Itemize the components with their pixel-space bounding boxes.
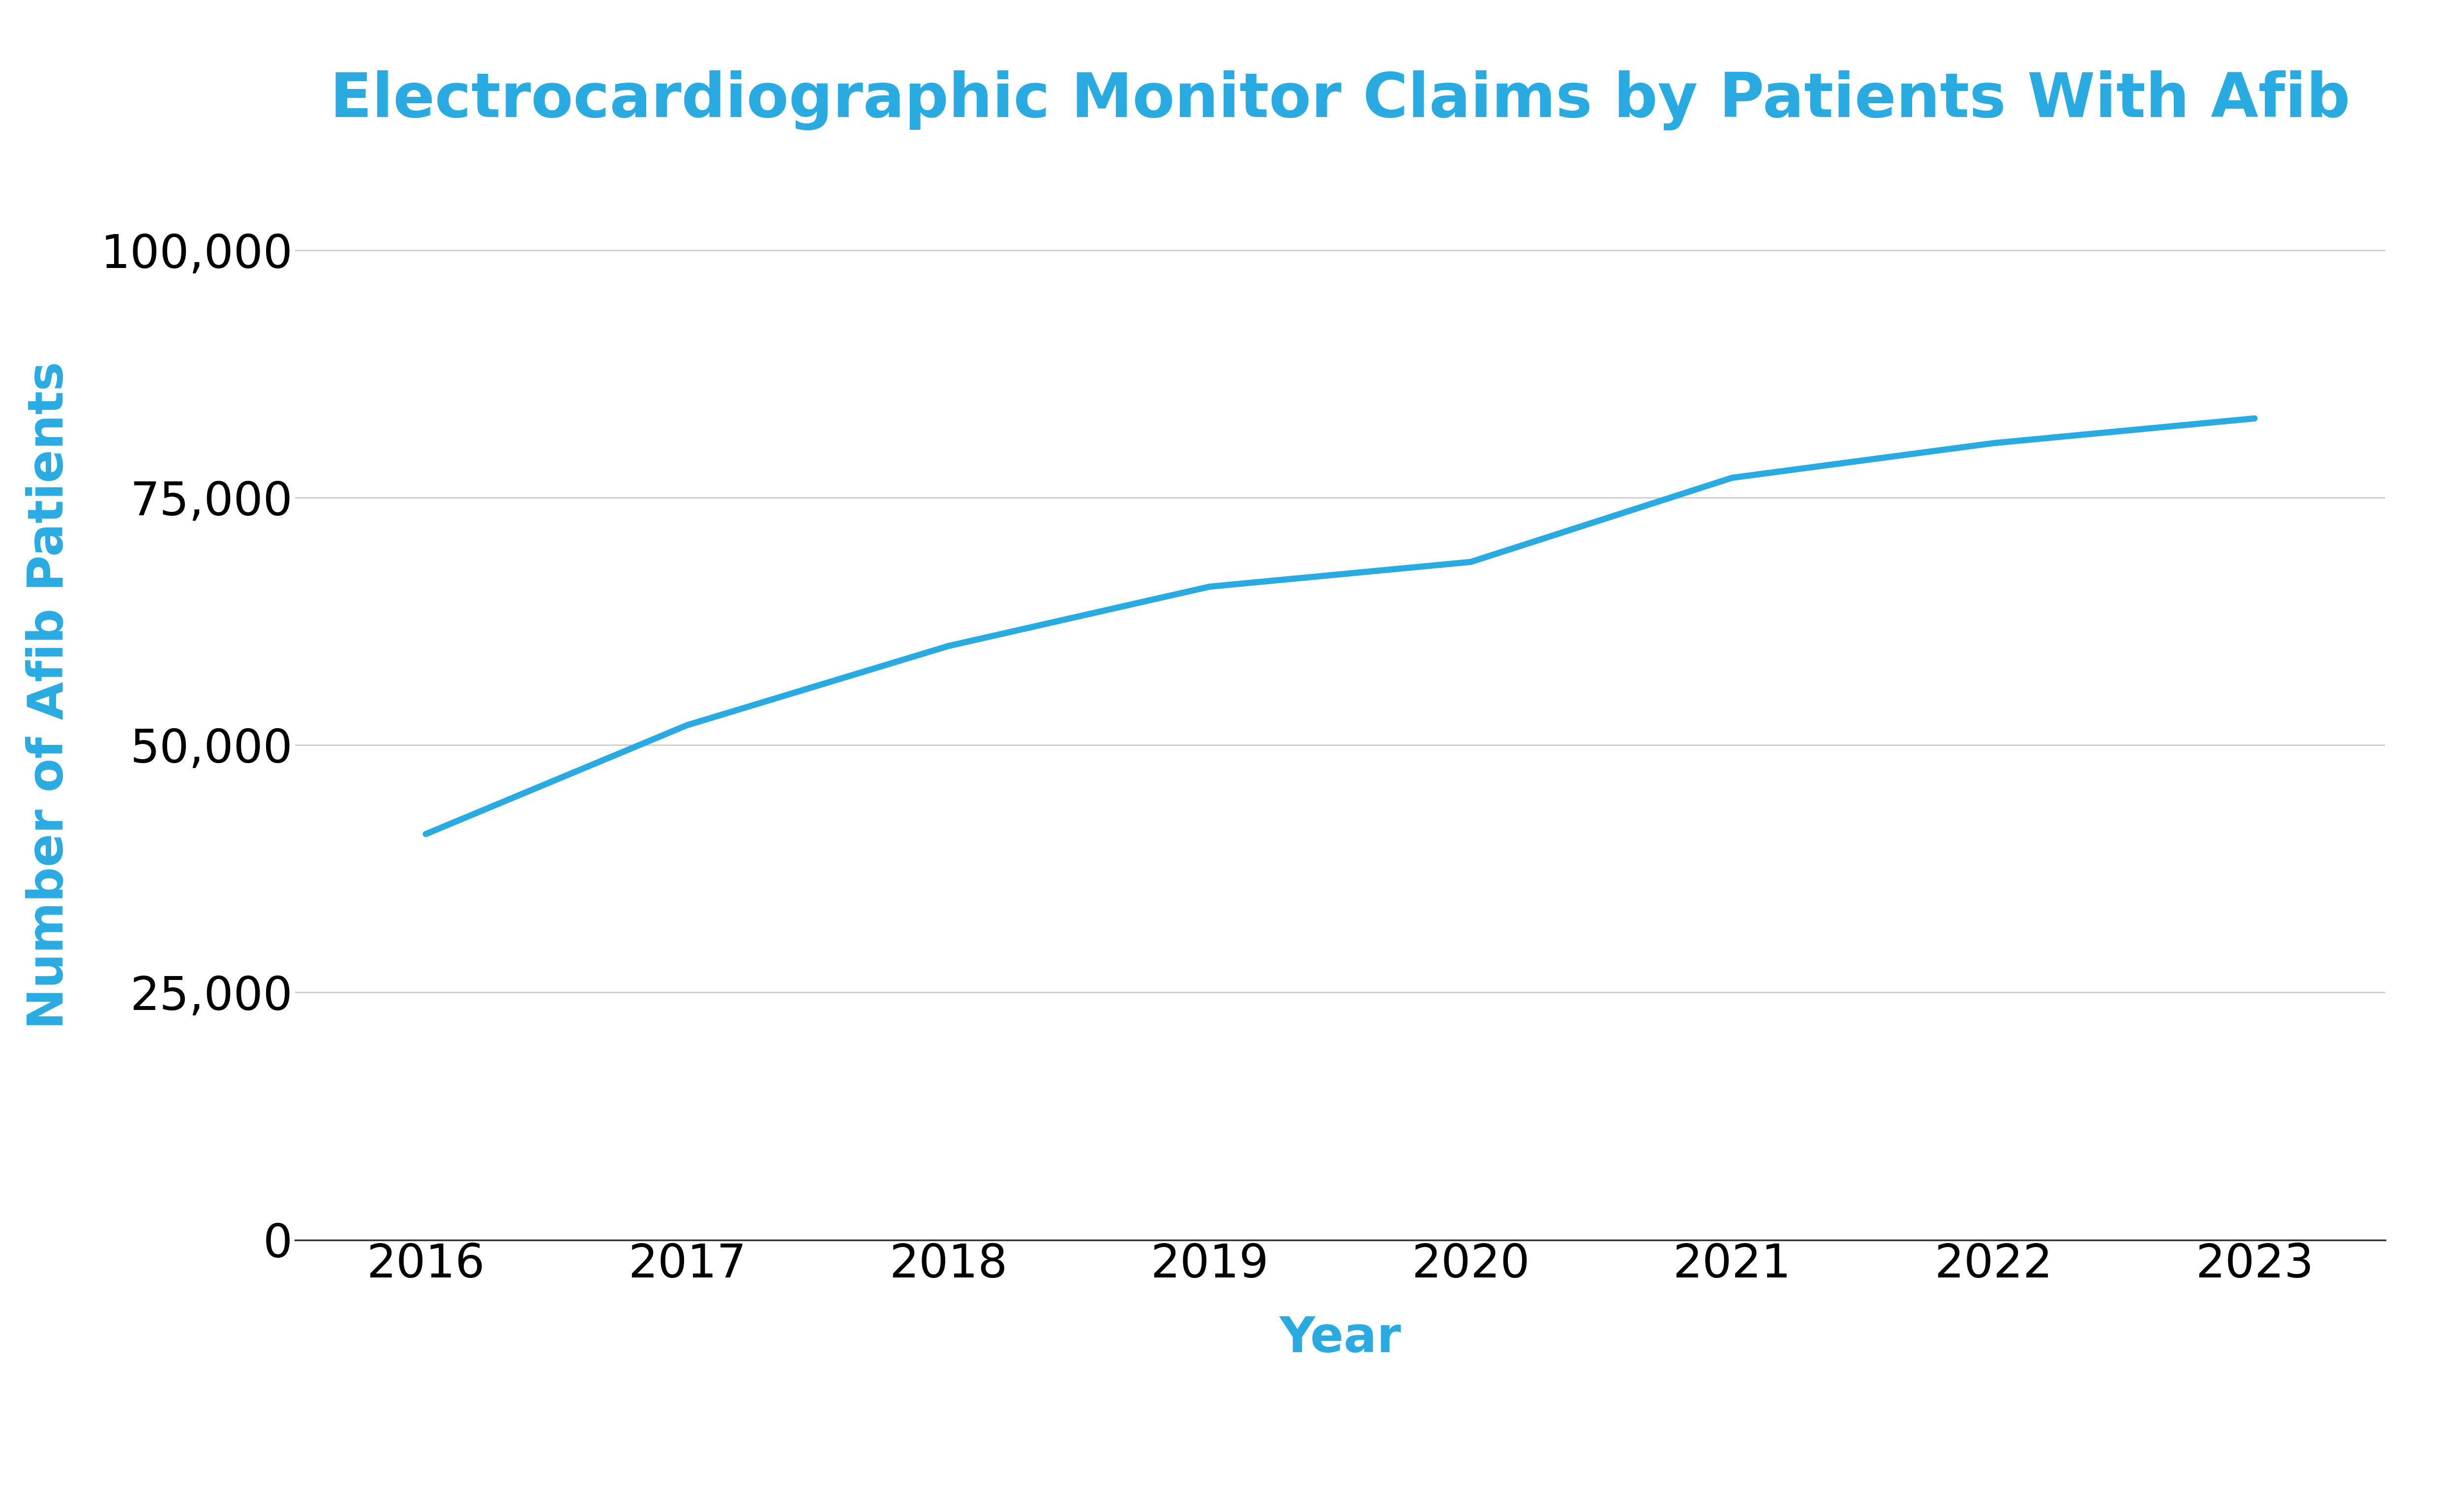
X-axis label: Year: Year bbox=[1279, 1315, 1402, 1362]
Title: Electrocardiographic Monitor Claims by Patients With Afib: Electrocardiographic Monitor Claims by P… bbox=[330, 71, 2351, 130]
Y-axis label: Number of Afib Patients: Number of Afib Patients bbox=[25, 361, 74, 1030]
